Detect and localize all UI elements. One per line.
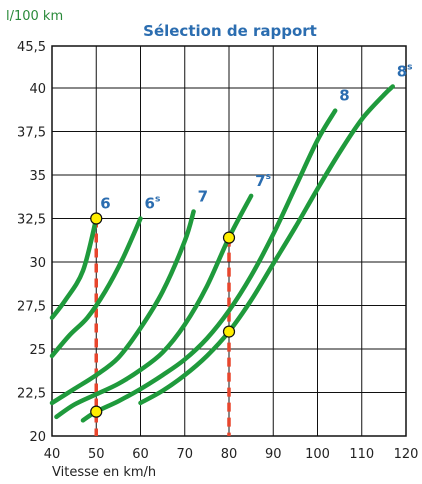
y-tick-label: 27,5 (17, 300, 46, 315)
curve-label-6: 6 (100, 195, 110, 213)
x-tick-label: 60 (132, 447, 149, 462)
operating-point-marker (222, 231, 236, 244)
y-tick-label: 22,5 (17, 387, 46, 402)
curve-7 (49, 209, 196, 406)
curve-7s (54, 193, 254, 420)
y-tick-label: 20 (29, 430, 46, 445)
y-tick-label: 40 (29, 82, 46, 97)
gear-curves (49, 84, 395, 423)
curve-label-8s: 8s (397, 62, 413, 80)
x-tick-labels: 40 50 60 70 80 90 100 110 120 (44, 447, 419, 462)
x-tick-label: 80 (221, 447, 238, 462)
x-tick-label: 70 (176, 447, 193, 462)
y-axis-unit: l/100 km (6, 9, 63, 24)
curve-6s (49, 216, 143, 359)
curve-6 (49, 216, 99, 320)
chart-title: Sélection de rapport (143, 22, 317, 40)
operating-point-marker (90, 212, 103, 225)
operating-point-marker (90, 405, 103, 418)
operating-points (90, 212, 236, 418)
y-tick-label: 35 (29, 169, 46, 184)
curve-8s (138, 84, 395, 406)
y-tick-labels: 20 22,5 25 27,5 30 32,5 35 37,5 40 45,5 (17, 40, 46, 445)
curve-label-7s: 7s (255, 172, 271, 190)
x-tick-label: 50 (88, 447, 105, 462)
x-tick-label: 40 (44, 447, 61, 462)
y-tick-label: 30 (29, 256, 46, 271)
curve-8 (80, 108, 338, 423)
x-tick-label: 100 (305, 447, 330, 462)
curve-label-6s: 6s (145, 195, 161, 213)
curve-label-7: 7 (198, 188, 208, 206)
reference-lines (94, 218, 231, 436)
y-tick-label: 25 (29, 343, 46, 358)
curve-label-sup: s (155, 195, 160, 205)
operating-point-marker (222, 325, 236, 338)
x-axis-title: Vitesse en km/h (52, 465, 156, 480)
curve-label-sup: s (266, 172, 271, 182)
y-tick-label: 37,5 (17, 126, 46, 141)
x-tick-label: 120 (394, 447, 419, 462)
curve-label-8: 8 (339, 87, 349, 105)
x-tick-label: 110 (349, 447, 374, 462)
y-tick-label: 45,5 (17, 40, 46, 55)
curve-label-sup: s (407, 62, 412, 72)
x-tick-label: 90 (265, 447, 282, 462)
gear-labels: 6 6s 7 7s 8 8s (100, 62, 412, 212)
y-tick-label: 32,5 (17, 213, 46, 228)
